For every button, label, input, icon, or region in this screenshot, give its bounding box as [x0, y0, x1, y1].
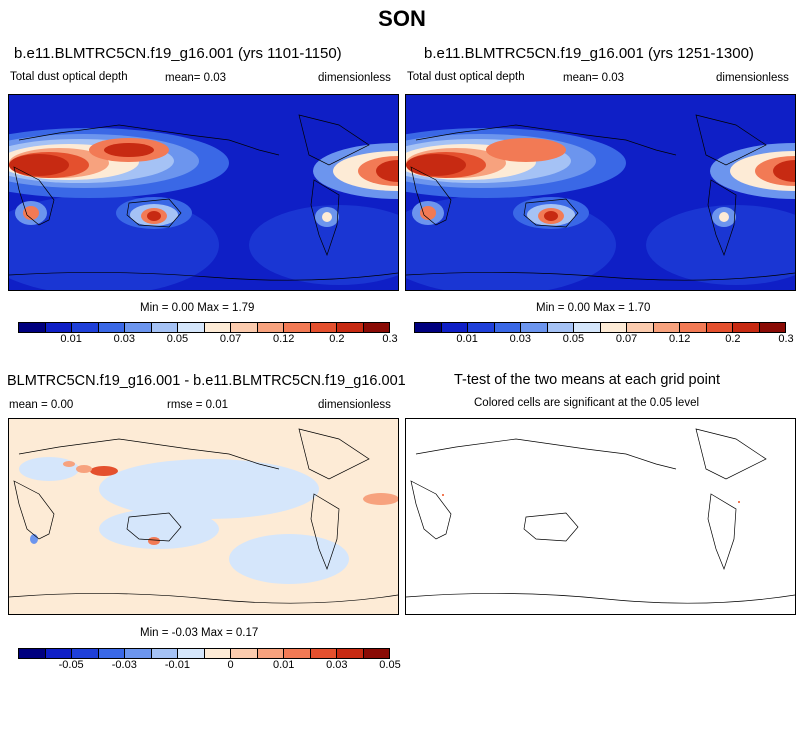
colorbar-tick-label: 0.2 [329, 333, 345, 345]
colorbar-ticks: -0.05 -0.03 -0.01 0 0.01 0.03 0.05 [18, 659, 401, 673]
colorbar-swatch [363, 649, 389, 658]
colorbar-ticks: 0.01 0.03 0.05 0.07 0.12 0.2 0.3 [18, 333, 397, 347]
figure-title: SON [378, 6, 426, 31]
colorbar-swatch [494, 323, 521, 332]
colorbar-swatch [125, 323, 152, 332]
colorbar-swatch [45, 649, 72, 658]
units-label-top-left: dimensionless [318, 72, 391, 84]
colorbar-tick-label: -0.03 [111, 659, 137, 671]
colorbar-swatch [574, 323, 601, 332]
colorbar-swatch [284, 649, 311, 658]
colorbar-tick-label: 0.3 [382, 333, 398, 345]
panel-title-top-right: b.e11.BLMTRC5CN.f19_g16.001 (yrs 1251-13… [424, 45, 754, 62]
colorbar-swatch [284, 323, 311, 332]
colorbar-swatch [759, 323, 785, 332]
colorbar-swatch [441, 323, 468, 332]
colorbar-tick-label: 0.2 [725, 333, 741, 345]
dust-field-top-right [406, 95, 795, 290]
map-top-right [405, 94, 796, 291]
colorbar-tick-label: 0.01 [272, 659, 295, 671]
colorbar-tick-label: -0.01 [164, 659, 190, 671]
minmax-top-left: Min = 0.00 Max = 1.79 [140, 302, 255, 314]
minmax-top-right: Min = 0.00 Max = 1.70 [536, 302, 651, 314]
colorbar-swatch [231, 323, 258, 332]
map-diff [8, 418, 399, 615]
variable-label-top-left: Total dust optical depth [10, 71, 128, 83]
colorbar-swatch [706, 323, 733, 332]
colorbar-swatch [125, 649, 152, 658]
colorbar-swatch [19, 323, 46, 332]
panel-title-diff: BLMTRC5CN.f19_g16.001 - b.e11.BLMTRC5CN.… [7, 373, 406, 389]
rmse-label-diff: rmse = 0.01 [167, 399, 229, 411]
colorbar-swatch [98, 649, 125, 658]
colorbar-tick-label: 0.03 [509, 333, 531, 345]
map-ttest [405, 418, 796, 615]
colorbar-tick-label: -0.05 [58, 659, 84, 671]
colorbar-swatch [178, 323, 205, 332]
units-label-top-right: dimensionless [716, 72, 789, 84]
colorbar-swatch [204, 649, 231, 658]
colorbar-swatch [653, 323, 680, 332]
colorbar-swatch [337, 649, 364, 658]
colorbar-ticks: 0.01 0.03 0.05 0.07 0.12 0.2 0.3 [414, 333, 793, 347]
panel-title-top-left: b.e11.BLMTRC5CN.f19_g16.001 (yrs 1101-11… [14, 45, 342, 62]
colorbar-swatch [547, 323, 574, 332]
significance-field [406, 419, 795, 614]
colorbar-top-right: 0.01 0.03 0.05 0.07 0.12 0.2 0.3 [414, 322, 794, 347]
colorbar-swatch [600, 323, 627, 332]
colorbar-swatch [733, 323, 760, 332]
colorbar-boxes [18, 648, 390, 659]
minmax-diff: Min = -0.03 Max = 0.17 [140, 627, 259, 639]
colorbar-tick-label: 0 [227, 659, 234, 671]
colorbar-swatch [627, 323, 654, 332]
colorbar-swatch [151, 649, 178, 658]
colorbar-swatch [310, 323, 337, 332]
variable-label-top-right: Total dust optical depth [407, 71, 525, 83]
units-label-diff: dimensionless [318, 399, 391, 411]
colorbar-tick-label: 0.05 [562, 333, 585, 345]
colorbar-tick-label: 0.03 [326, 659, 348, 671]
colorbar-boxes [414, 322, 786, 333]
mean-label-top-right: mean= 0.03 [563, 72, 625, 84]
colorbar-tick-label: 0.01 [456, 333, 478, 345]
mean-label-top-left: mean= 0.03 [165, 72, 227, 84]
difference-field [9, 419, 398, 614]
colorbar-tick-label: 0.05 [166, 333, 189, 345]
colorbar-swatch [45, 323, 72, 332]
colorbar-swatch [363, 323, 389, 332]
colorbar-swatch [19, 649, 46, 658]
colorbar-tick-label: 0.05 [379, 659, 401, 671]
colorbar-tick-label: 0.01 [60, 333, 82, 345]
colorbar-boxes [18, 322, 390, 333]
colorbar-swatch [310, 649, 337, 658]
colorbar-tick-label: 0.07 [219, 333, 242, 345]
panel-title-ttest: T-test of the two means at each grid poi… [454, 372, 720, 388]
colorbar-swatch [337, 323, 364, 332]
colorbar-swatch [231, 649, 258, 658]
colorbar-swatch [468, 323, 495, 332]
colorbar-swatch [257, 649, 284, 658]
colorbar-swatch [415, 323, 442, 332]
colorbar-swatch [98, 323, 125, 332]
colorbar-swatch [72, 649, 99, 658]
colorbar-tick-label: 0.3 [778, 333, 794, 345]
colorbar-top-left: 0.01 0.03 0.05 0.07 0.12 0.2 0.3 [18, 322, 398, 347]
colorbar-swatch [72, 323, 99, 332]
colorbar-swatch [680, 323, 707, 332]
colorbar-swatch [178, 649, 205, 658]
colorbar-tick-label: 0.07 [615, 333, 638, 345]
colorbar-swatch [521, 323, 548, 332]
panel-subtitle-ttest: Colored cells are significant at the 0.0… [474, 397, 700, 409]
colorbar-diff: -0.05 -0.03 -0.01 0 0.01 0.03 0.05 [18, 648, 401, 673]
map-top-left [8, 94, 399, 291]
colorbar-swatch [257, 323, 284, 332]
mean-label-diff: mean = 0.00 [9, 399, 74, 411]
colorbar-swatch [204, 323, 231, 332]
dust-field-top-left [9, 95, 398, 290]
colorbar-swatch [151, 323, 178, 332]
colorbar-tick-label: 0.12 [668, 333, 691, 345]
colorbar-tick-label: 0.03 [113, 333, 135, 345]
colorbar-tick-label: 0.12 [272, 333, 295, 345]
